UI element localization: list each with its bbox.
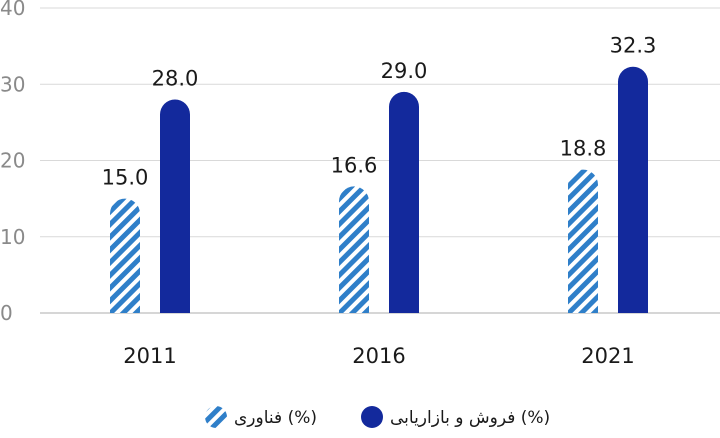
- y-tick-label: 40: [0, 0, 25, 20]
- x-category-label: 2011: [123, 344, 176, 368]
- x-category-label: 2016: [352, 344, 405, 368]
- data-label: 29.0: [381, 59, 428, 83]
- y-tick-label: 10: [0, 225, 25, 249]
- bars: [110, 66, 648, 314]
- data-label: 32.3: [610, 34, 657, 58]
- gridlines: [40, 7, 720, 314]
- bar-technology: [568, 169, 598, 313]
- bar-technology: [110, 198, 140, 313]
- data-labels: 15.0 28.0 16.6 29.0 18.8 32.3: [102, 34, 657, 190]
- legend-swatch-sales-marketing: [361, 406, 383, 428]
- data-label: 28.0: [152, 67, 199, 91]
- legend: فناوری (%) فروش و بازاریابی (%): [205, 406, 550, 428]
- data-label: 15.0: [102, 166, 149, 190]
- legend-swatch-technology: [205, 406, 227, 428]
- data-label: 16.6: [331, 153, 378, 177]
- y-tick-label: 0: [0, 301, 13, 325]
- legend-label-technology: فناوری (%): [234, 408, 317, 428]
- bar-sales-marketing: [160, 99, 190, 314]
- y-tick-label: 20: [0, 149, 25, 173]
- x-axis-categories: 2011 2016 2021: [123, 344, 634, 368]
- x-category-label: 2021: [581, 344, 634, 368]
- bar-sales-marketing: [618, 66, 648, 314]
- data-label: 18.8: [560, 137, 607, 161]
- y-axis-ticks: 0 10 20 30 40: [0, 0, 25, 325]
- bar-technology: [339, 186, 369, 313]
- legend-label-sales-marketing: فروش و بازاریابی (%): [390, 408, 550, 428]
- y-tick-label: 30: [0, 72, 25, 96]
- bar-sales-marketing: [389, 91, 419, 314]
